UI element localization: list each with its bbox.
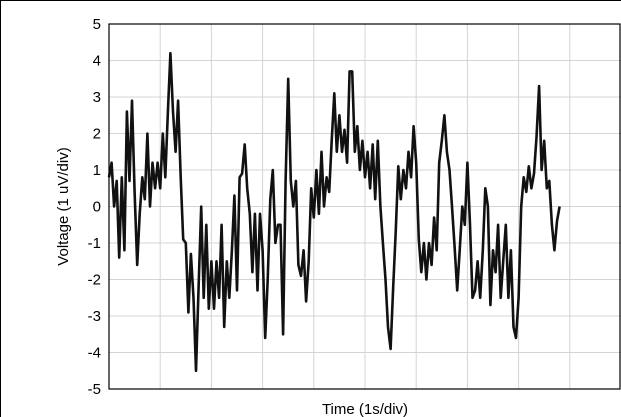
y-tick-label: 5 bbox=[93, 16, 101, 33]
grid-lines bbox=[109, 24, 621, 389]
y-tick-label: -4 bbox=[88, 345, 101, 362]
y-tick-label: -3 bbox=[88, 308, 101, 325]
voltage-noise-series-line bbox=[107, 51, 561, 373]
y-tick-label: 0 bbox=[93, 199, 101, 216]
y-tick-label: 4 bbox=[93, 53, 101, 70]
y-tick-label: 1 bbox=[93, 162, 101, 179]
y-tick-label: 3 bbox=[93, 89, 101, 106]
y-tick-label: -2 bbox=[88, 272, 101, 289]
y-tick-label: -5 bbox=[88, 381, 101, 398]
y-tick-label: -1 bbox=[88, 235, 101, 252]
x-axis-title: Time (1s/div) bbox=[322, 401, 408, 417]
y-tick-labels: 5 4 3 2 1 0 -1 -2 -3 -4 -5 bbox=[88, 16, 101, 398]
series-group bbox=[107, 51, 561, 373]
y-tick-label: 2 bbox=[93, 126, 101, 143]
y-axis-title: Voltage (1 uV/div) bbox=[55, 147, 72, 265]
plot-area-border bbox=[108, 23, 621, 390]
